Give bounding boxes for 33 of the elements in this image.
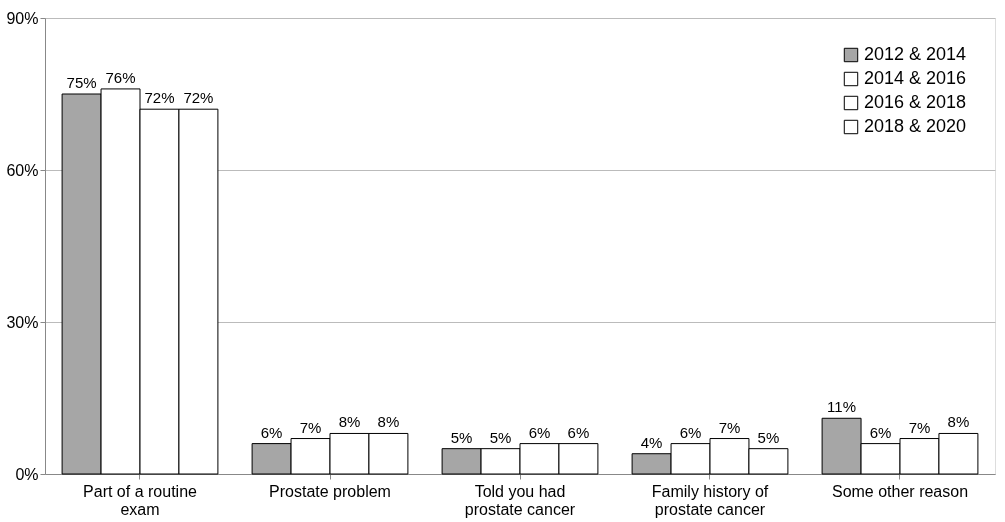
data-label: 8%: [338, 413, 361, 431]
data-label: 75%: [66, 74, 97, 91]
legend-label: 2018 & 2020: [864, 116, 967, 136]
data-label: 6%: [260, 423, 283, 441]
data-label: 72%: [144, 89, 175, 107]
data-label: 5%: [489, 428, 512, 446]
y-tick-label: 90%: [6, 9, 39, 27]
legend-label: 2016 & 2018: [864, 92, 967, 112]
x-tick-label: Family history of prostate cancer: [651, 482, 769, 518]
y-tick-label: 0%: [15, 465, 39, 483]
legend-label: 2012 & 2014: [864, 44, 967, 64]
data-label: 8%: [947, 413, 970, 431]
x-tick-label: Prostate problem: [269, 482, 391, 500]
data-label: 7%: [299, 418, 322, 436]
x-tick-label: Some other reason: [831, 482, 969, 500]
data-label: 5%: [450, 428, 473, 446]
data-label: 4%: [640, 433, 663, 451]
y-tick-label: 60%: [6, 161, 39, 179]
data-label: 6%: [869, 423, 892, 441]
data-label: 72%: [183, 89, 214, 107]
data-label: 76%: [105, 68, 136, 86]
y-tick-label: 30%: [6, 313, 39, 331]
data-label: 5%: [757, 428, 780, 446]
legend-label: 2014 & 2016: [864, 68, 967, 88]
x-tick-label: Part of a routine exam: [83, 482, 198, 518]
x-tick-label: Told you had prostate cancer: [464, 482, 576, 518]
data-label: 6%: [528, 423, 551, 441]
data-label: 11%: [827, 398, 857, 416]
data-label: 6%: [567, 423, 590, 441]
data-label: 7%: [908, 418, 931, 436]
data-label: 6%: [679, 423, 702, 441]
data-label: 8%: [377, 413, 400, 431]
data-label: 7%: [718, 418, 741, 436]
